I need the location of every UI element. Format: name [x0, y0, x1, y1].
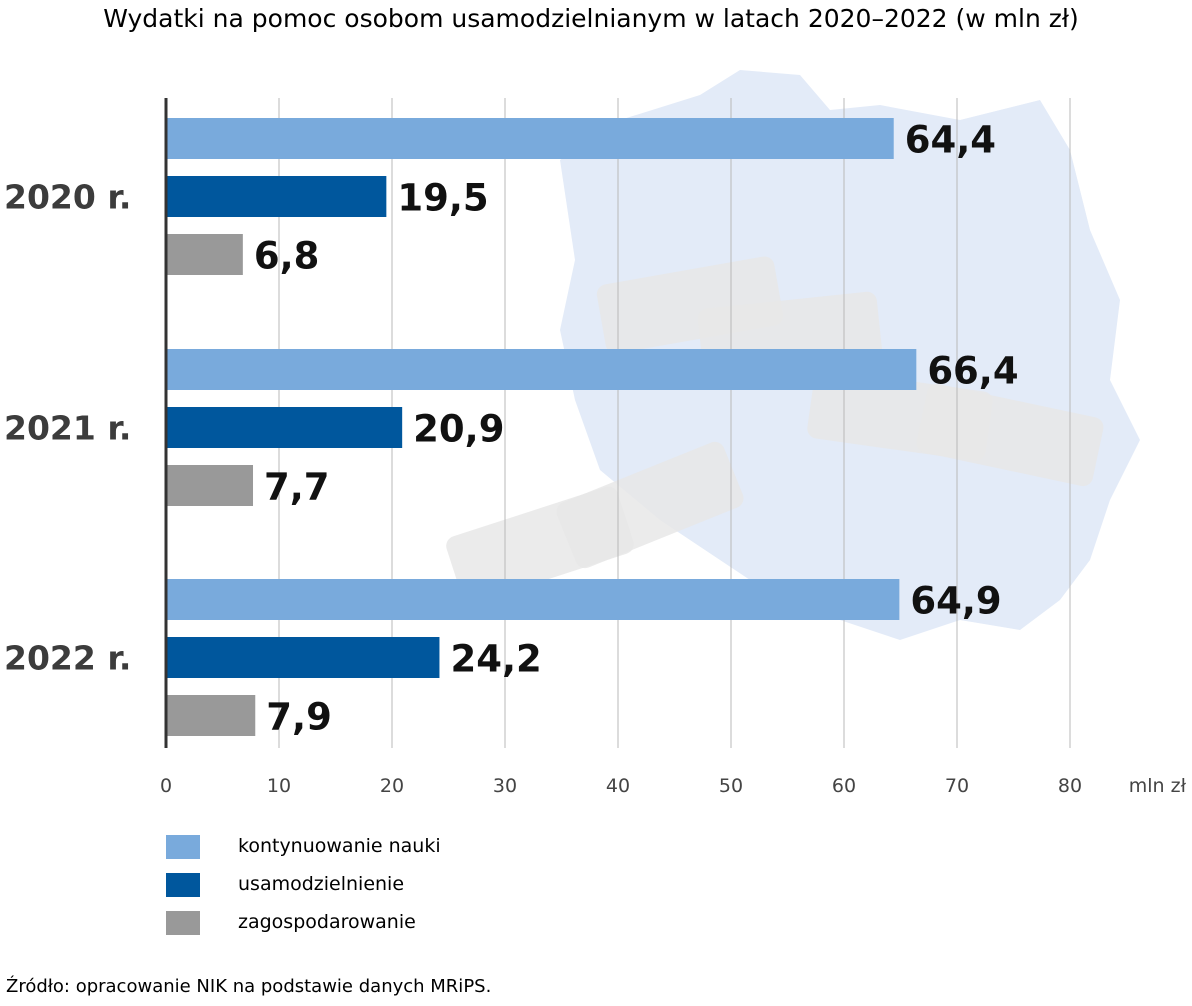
- x-tick-label: 70: [945, 775, 969, 797]
- x-tick-label: 30: [493, 775, 517, 797]
- money-bundle: [556, 441, 744, 569]
- bar-value-label: 24,2: [450, 638, 541, 681]
- bar: [166, 579, 900, 620]
- bar: [166, 234, 243, 275]
- x-unit-label: mln zł: [1129, 775, 1187, 797]
- x-tick-label: 40: [606, 775, 630, 797]
- legend-swatch: [166, 835, 200, 859]
- bar-value-label: 19,5: [397, 177, 488, 220]
- source-note: Źródło: opracowanie NIK na podstawie dan…: [6, 976, 492, 997]
- bar-value-label: 20,9: [413, 408, 504, 451]
- category-label: 2022 r.: [4, 639, 131, 678]
- x-tick-label: 60: [832, 775, 856, 797]
- x-tick-label: 80: [1058, 775, 1082, 797]
- legend-label: usamodzielnienie: [238, 873, 405, 895]
- x-tick-label: 10: [267, 775, 291, 797]
- labels: 64,4 19,5 6,8 2020 r. 66,4 20,9 7,7 2021 r. 64,9…: [4, 98, 1187, 797]
- bar-value-label: 6,8: [254, 235, 320, 278]
- bar: [166, 118, 894, 159]
- bar-chart: 64,4 19,5 6,8 2020 r. 66,4 20,9 7,7 2021 r. 64,9…: [4, 70, 1187, 797]
- legend-label: zagospodarowanie: [238, 911, 416, 933]
- bar-value-label: 7,9: [266, 696, 332, 739]
- bar: [166, 176, 387, 217]
- x-tick-label: 0: [160, 775, 172, 797]
- bar-value-label: 64,4: [905, 119, 996, 162]
- bar: [166, 637, 440, 678]
- legend-swatch: [166, 911, 200, 935]
- chart-title: Wydatki na pomoc osobom usamodzielnianym…: [103, 4, 1079, 33]
- bar: [166, 349, 917, 390]
- bar-value-label: 64,9: [910, 580, 1001, 623]
- legend-label: kontynuowanie nauki: [238, 835, 441, 857]
- bar: [166, 465, 254, 506]
- money-bundle: [916, 383, 1104, 487]
- category-label: 2021 r.: [4, 409, 131, 448]
- bar-value-label: 7,7: [264, 466, 330, 509]
- bar: [166, 407, 403, 448]
- bar: [166, 695, 256, 736]
- legend-swatch: [166, 873, 200, 897]
- bar-value-label: 66,4: [927, 350, 1018, 393]
- x-tick-label: 20: [380, 775, 404, 797]
- bars: [166, 118, 917, 736]
- x-tick-label: 50: [719, 775, 743, 797]
- category-label: 2020 r.: [4, 178, 131, 217]
